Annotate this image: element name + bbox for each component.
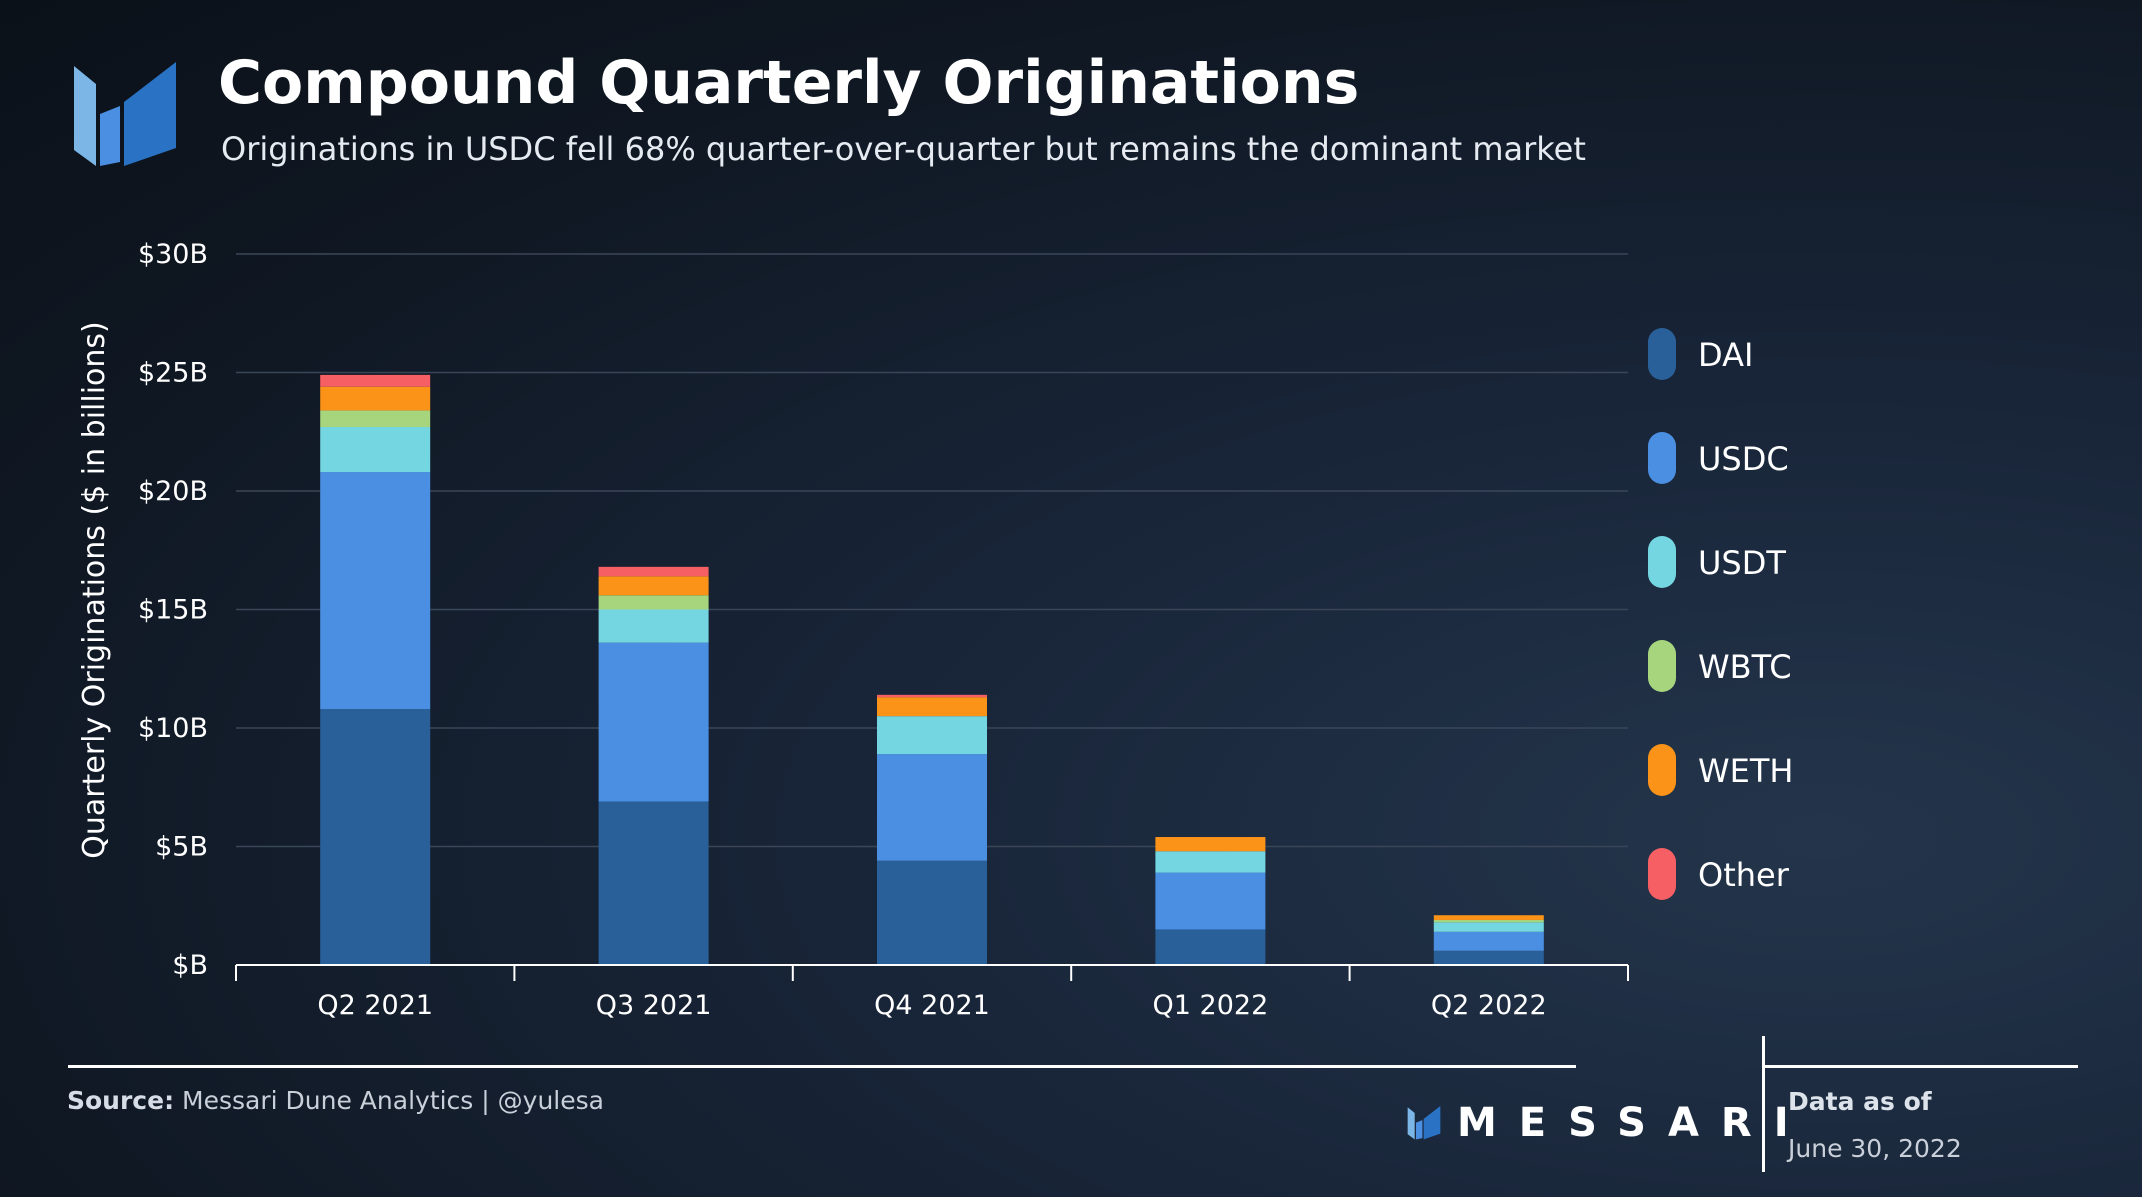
bar-segment-weth — [1155, 837, 1266, 852]
legend-swatch-dai — [1648, 328, 1676, 380]
y-tick-label: $25B — [138, 358, 208, 389]
bar-segment-weth — [598, 576, 709, 596]
stacked-bar-chart: $B $5B $10B $15B $20B $25B $30B Q2 2021 Q3 2021 Q… — [77, 239, 1793, 1021]
bar-segment-dai — [1155, 929, 1266, 965]
legend-swatch-usdt — [1648, 536, 1676, 588]
y-tick-label: $B — [172, 950, 208, 981]
y-tick-label: $20B — [138, 476, 208, 507]
footer-rule — [68, 1065, 1576, 1068]
data-as-of-label: Data as of — [1788, 1087, 1932, 1116]
y-axis-label: Quarterly Originations ($ in billions) — [77, 321, 112, 859]
bar-segment-other — [598, 566, 709, 577]
x-tick-label: Q1 2022 — [1153, 990, 1269, 1021]
y-tick-label: $10B — [138, 713, 208, 744]
legend-label-usdc: USDC — [1698, 440, 1789, 478]
footer-rule-right — [1763, 1065, 2078, 1068]
chart-title: Compound Quarterly Originations — [218, 48, 1360, 118]
bar-segment-dai — [877, 860, 987, 965]
legend-swatch-wbtc — [1648, 640, 1676, 692]
bar-segment-weth — [1433, 915, 1544, 920]
bar-segment-usdc — [1433, 931, 1544, 951]
x-tick-label: Q2 2021 — [317, 990, 433, 1021]
legend-swatch-weth — [1648, 744, 1676, 796]
messari-brand-icon — [1407, 1106, 1441, 1140]
bar-segment-usdc — [320, 472, 431, 710]
y-tick-label: $15B — [138, 595, 208, 626]
y-tick-label: $30B — [138, 239, 208, 270]
legend-label-weth: WETH — [1698, 752, 1793, 790]
bar-segment-other — [320, 374, 431, 387]
x-tick-label: Q4 2021 — [874, 990, 990, 1021]
bar-segment-wbtc — [320, 410, 431, 428]
messari-logo-icon — [74, 62, 176, 166]
bar-segment-usdc — [1155, 872, 1266, 930]
footer-divider — [1762, 1036, 1765, 1172]
bar-segment-usdt — [598, 609, 709, 643]
source-text: Messari Dune Analytics | @yulesa — [182, 1086, 604, 1115]
legend-label-dai: DAI — [1698, 336, 1753, 374]
bar-segment-wbtc — [1433, 919, 1544, 923]
bar-segment-dai — [598, 801, 709, 965]
legend: DAI USDC USDT WBTC WETH Other — [1648, 328, 1793, 900]
bar-segment-usdc — [877, 754, 987, 861]
source-line: Source: Messari Dune Analytics | @yulesa — [67, 1086, 604, 1115]
messari-brand: MESSARI — [1405, 1100, 1811, 1146]
x-tick-label: Q3 2021 — [596, 990, 712, 1021]
x-tick-label: Q2 2022 — [1431, 990, 1547, 1021]
bar-segment-weth — [877, 697, 987, 717]
bar-segment-usdt — [1433, 922, 1544, 932]
bar-segment-usdt — [1155, 851, 1266, 873]
legend-swatch-other — [1648, 848, 1676, 900]
bar-segment-usdt — [877, 716, 987, 755]
legend-label-usdt: USDT — [1698, 544, 1786, 582]
bar-segment-usdt — [320, 427, 431, 473]
data-as-of-date: June 30, 2022 — [1788, 1134, 1962, 1163]
bar-segment-weth — [320, 386, 431, 411]
brand-wordmark: MESSARI — [1457, 1100, 1811, 1146]
chart-subtitle: Originations in USDC fell 68% quarter-ov… — [221, 130, 1586, 168]
source-label: Source: — [67, 1086, 175, 1115]
legend-swatch-usdc — [1648, 432, 1676, 484]
bar-segment-other — [877, 694, 987, 698]
y-tick-label: $5B — [155, 832, 208, 863]
bar-segment-usdc — [598, 642, 709, 802]
bars — [320, 374, 1544, 965]
bar-segment-wbtc — [598, 595, 709, 610]
legend-label-wbtc: WBTC — [1698, 648, 1792, 686]
bar-segment-dai — [320, 709, 431, 965]
bar-segment-dai — [1433, 950, 1544, 965]
legend-label-other: Other — [1698, 856, 1790, 894]
axes: $B $5B $10B $15B $20B $25B $30B Q2 2021 Q3 2021 Q… — [138, 239, 1629, 1021]
